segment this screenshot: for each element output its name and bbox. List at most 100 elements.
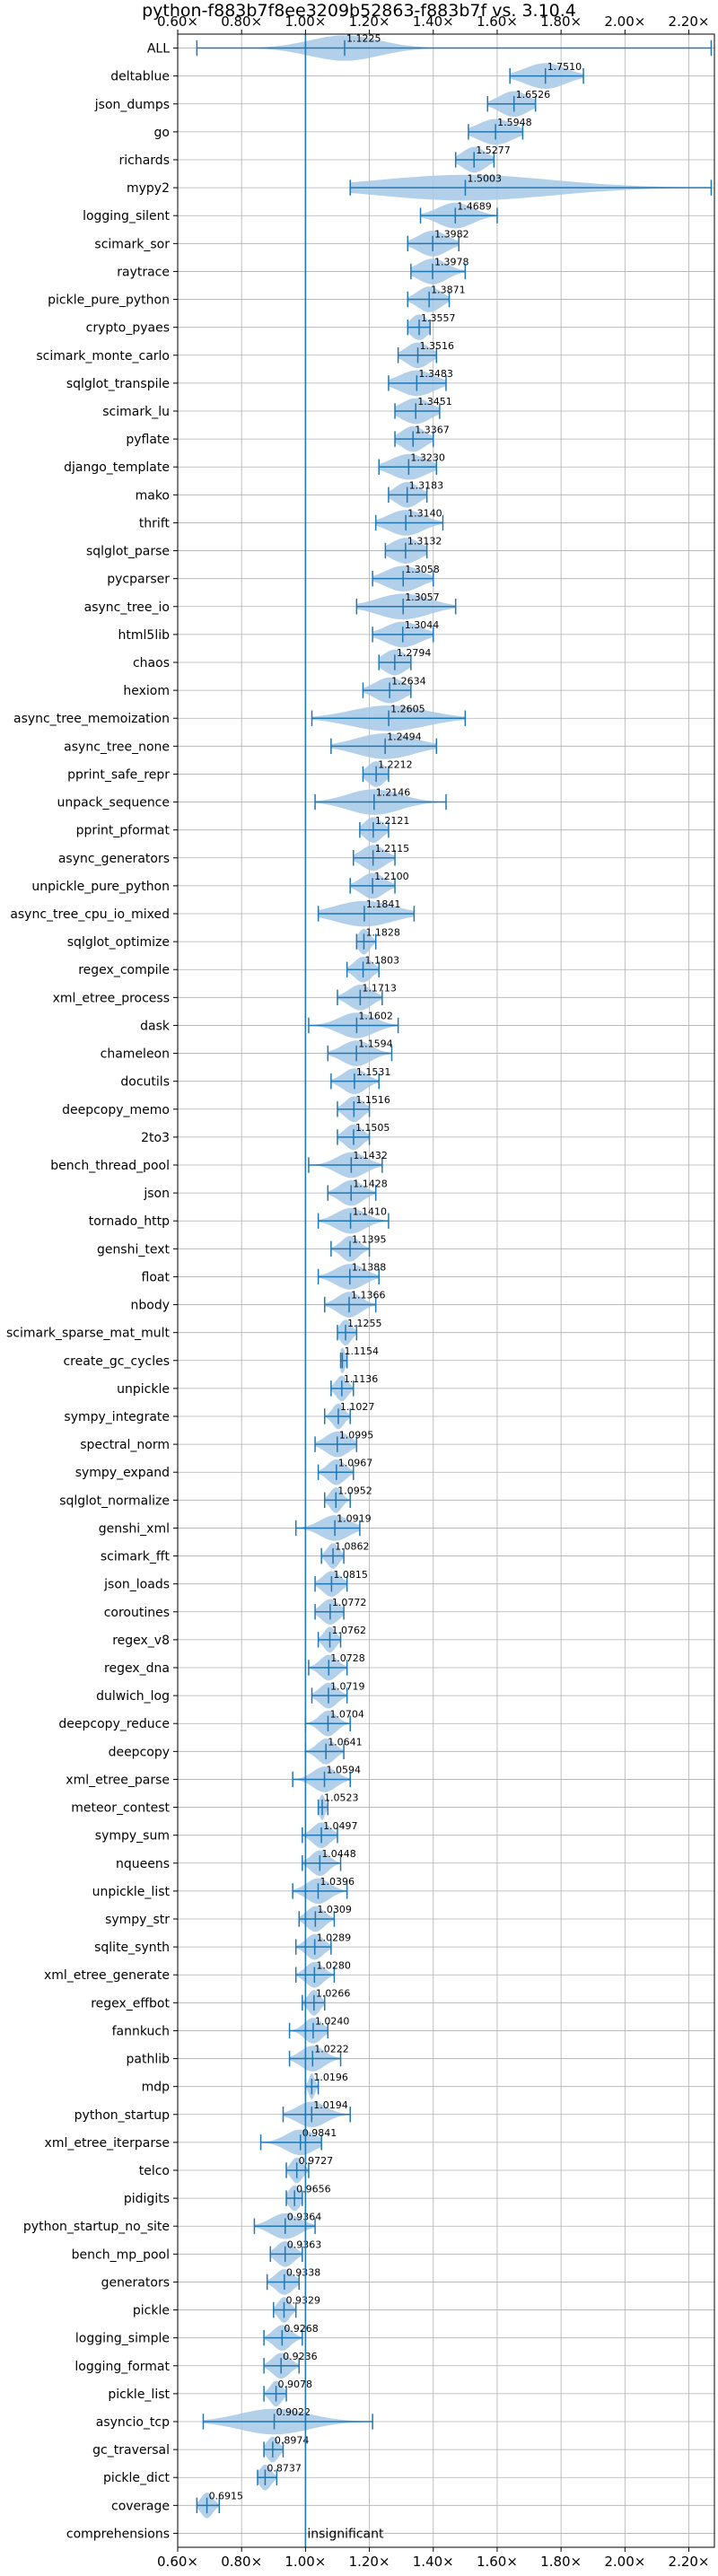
category-label-2to3: 2to3 [141, 1131, 170, 1145]
category-label-unpickle-pure-python: unpickle_pure_python [31, 880, 170, 894]
value-label-float: 1.1388 [352, 1262, 387, 1274]
value-label-genshi-xml: 1.0919 [337, 1513, 372, 1525]
category-label-fannkuch: fannkuch [112, 2024, 170, 2038]
axis-layer: 0.60× 0.60× 0.80× 0.80× 1.00× 1.00× 1.20× 1.20×… [157, 13, 715, 2570]
value-label-docutils: 1.1531 [356, 1066, 391, 1078]
plot-frame [177, 33, 715, 2548]
category-label-nbody: nbody [131, 1299, 171, 1313]
value-label-sqlglot-optimize: 1.1828 [365, 926, 400, 938]
value-label-json-dumps: 1.6526 [516, 89, 551, 101]
x-tick-label-top-2-20: 2.20× [669, 13, 710, 30]
category-label-json-dumps: json_dumps [94, 98, 170, 112]
category-label-regex-v8: regex_v8 [112, 1634, 170, 1648]
value-label-pickle-pure-python: 1.3871 [431, 285, 466, 296]
category-label-regex-dna: regex_dna [104, 1661, 170, 1676]
value-label-unpickle: 1.1136 [344, 1373, 379, 1385]
category-label-deepcopy: deepcopy [109, 1745, 170, 1759]
value-label-pprint-safe-repr: 1.2212 [378, 759, 413, 771]
category-label-spectral-norm: spectral_norm [80, 1438, 170, 1452]
category-label-nqueens: nqueens [116, 1857, 170, 1871]
value-label-spectral-norm: 1.0995 [339, 1429, 374, 1441]
grid-layer [177, 34, 714, 2547]
value-label-async-tree-io: 1.3057 [405, 591, 440, 603]
x-tick-label-bottom-1-40: 1.40× [413, 2554, 454, 2570]
insignificant-note: insignificant [307, 2527, 384, 2541]
category-label-mdp: mdp [142, 2081, 171, 2095]
category-label-xml-etree-iterparse: xml_etree_iterparse [45, 2136, 170, 2151]
value-label-richards: 1.5277 [476, 145, 511, 156]
category-label-sqlglot-optimize: sqlglot_optimize [67, 935, 170, 950]
x-tick-label-bottom-1-80: 1.80× [540, 2554, 582, 2570]
category-label-bench-thread-pool: bench_thread_pool [50, 1159, 170, 1173]
value-label-pycparser: 1.3058 [405, 564, 440, 575]
value-label-deepcopy: 1.0641 [328, 1736, 363, 1748]
x-tick-label-top-2-00: 2.00× [604, 13, 645, 30]
value-label-html5lib: 1.3044 [405, 619, 440, 631]
value-label-asyncio-tcp: 0.9022 [276, 2406, 311, 2418]
value-label-deepcopy-memo: 1.1516 [355, 1094, 390, 1106]
category-label-pidigits: pidigits [124, 2192, 170, 2206]
value-label-nqueens: 1.0448 [321, 1848, 356, 1860]
value-label-async-tree-cpu-io-mixed: 1.1841 [366, 898, 401, 910]
value-label-sqlite-synth: 1.0289 [317, 1932, 352, 1943]
x-tick-label-top-1-20: 1.20× [349, 13, 390, 30]
value-label-async-tree-memoization: 1.2605 [390, 703, 425, 714]
category-label-pycparser: pycparser [107, 573, 170, 587]
value-label-scimark-sparse-mat-mult: 1.1255 [347, 1318, 382, 1329]
label-layer: ALL 1.1225 deltablue 1.7510 json_dumps 1.6526… [6, 33, 582, 2542]
x-tick-label-top-1-60: 1.60× [477, 13, 518, 30]
value-label-thrift: 1.3140 [407, 508, 442, 520]
category-label-unpickle: unpickle [117, 1382, 170, 1397]
value-label-logging-simple: 0.9268 [284, 2323, 319, 2335]
value-label-sympy-str: 1.0309 [317, 1904, 352, 1915]
category-label-unpickle-list: unpickle_list [92, 1885, 171, 1899]
value-label-regex-compile: 1.1803 [365, 954, 400, 966]
category-label-bench-mp-pool: bench_mp_pool [72, 2247, 170, 2262]
x-tick-label-top-1-80: 1.80× [540, 13, 582, 30]
category-label-sqlglot-parse: sqlglot_parse [86, 545, 170, 559]
value-label-sympy-integrate: 1.1027 [340, 1401, 375, 1413]
value-label-deltablue: 1.7510 [547, 61, 582, 73]
category-label-deltablue: deltablue [110, 70, 170, 84]
value-label-fannkuch: 1.0240 [315, 2016, 350, 2028]
value-label-dulwich-log: 1.0719 [330, 1680, 365, 1692]
x-tick-label-top-0-80: 0.80× [221, 13, 262, 30]
category-label-logging-silent: logging_silent [83, 209, 170, 223]
value-label-scimark-monte-carlo: 1.3516 [420, 340, 455, 352]
category-label-regex-compile: regex_compile [78, 963, 170, 977]
category-label-unpack-sequence: unpack_sequence [57, 796, 170, 810]
category-label-scimark-fft: scimark_fft [101, 1550, 171, 1564]
value-label-json-loads: 1.0815 [333, 1569, 368, 1581]
category-label-coverage: coverage [111, 2499, 170, 2513]
category-label-async-generators: async_generators [58, 852, 170, 866]
value-label-xml-etree-process: 1.1713 [362, 982, 397, 994]
value-label-regex-effbot: 1.0266 [316, 1987, 351, 1999]
value-label-async-tree-none: 1.2494 [387, 731, 422, 742]
category-label-mako: mako [136, 488, 170, 503]
category-label-pickle-list: pickle_list [108, 2388, 170, 2402]
value-label-scimark-sor: 1.3982 [434, 228, 469, 240]
category-label-meteor-contest: meteor_contest [71, 1801, 170, 1816]
value-label-pidigits: 0.9656 [296, 2183, 331, 2195]
value-label-bench-thread-pool: 1.1432 [353, 1150, 388, 1161]
category-label-deepcopy-reduce: deepcopy_reduce [58, 1717, 170, 1731]
category-label-pickle-dict: pickle_dict [103, 2471, 171, 2485]
category-label-asyncio-tcp: asyncio_tcp [96, 2415, 170, 2430]
value-label-python-startup: 1.0194 [313, 2099, 348, 2111]
value-label-genshi-text: 1.1395 [352, 1233, 387, 1245]
category-label-async-tree-io: async_tree_io [84, 600, 170, 615]
value-label-coverage: 0.6915 [209, 2490, 244, 2502]
value-label-django-template: 1.3230 [410, 451, 445, 463]
category-label-genshi-text: genshi_text [97, 1242, 171, 1257]
category-label-docutils: docutils [120, 1075, 170, 1090]
value-label-raytrace: 1.3978 [434, 257, 469, 268]
value-label-mypy2: 1.5003 [467, 172, 502, 184]
category-label-logging-simple: logging_simple [75, 2332, 170, 2346]
value-label-xml-etree-generate: 1.0280 [316, 1959, 351, 1971]
value-label-regex-dna: 1.0728 [330, 1652, 365, 1664]
category-label-sqlite-synth: sqlite_synth [94, 1941, 170, 1955]
value-label-pprint-pformat: 1.2121 [375, 815, 410, 827]
value-label-meteor-contest: 1.0523 [324, 1792, 359, 1804]
value-label-pyflate: 1.3367 [415, 424, 450, 435]
